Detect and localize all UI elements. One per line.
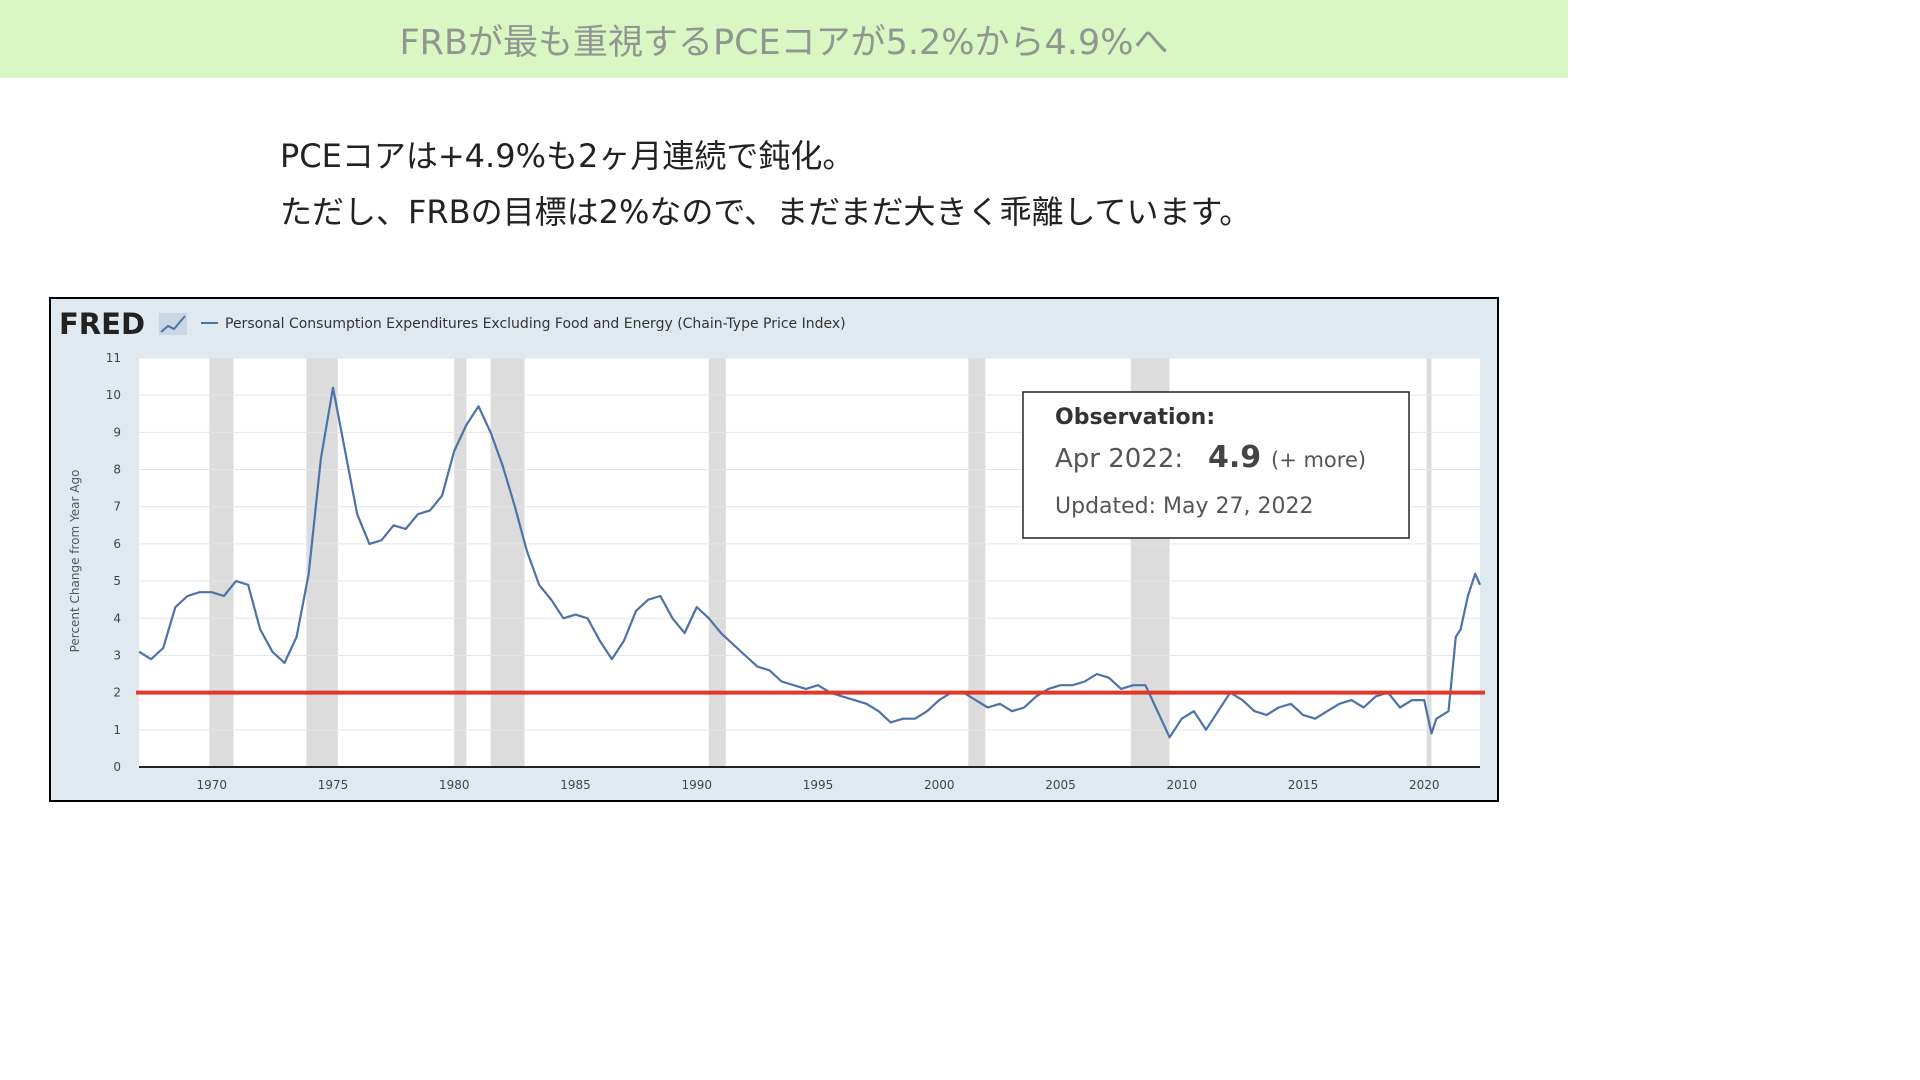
recession-bands [209,358,1432,767]
x-tick-label: 1980 [439,778,470,792]
fred-logo[interactable]: FRED [59,307,145,341]
y-tick-label: 2 [113,686,121,700]
y-tick-label: 10 [106,388,121,402]
x-tick-label: 2010 [1166,778,1197,792]
observation-period: Apr 2022: [1055,444,1183,474]
recession-band-5 [968,358,986,767]
x-tick-labels: 1970 1975 1980 1985 1990 1995 2000 2005 2010 2015… [196,778,1439,792]
y-tick-label: 9 [113,425,121,439]
y-tick-label: 4 [113,611,121,625]
legend-label: Personal Consumption Expenditures Exclud… [225,316,846,332]
recession-band-2 [454,358,467,767]
x-tick-label: 1995 [803,778,834,792]
observation-updated: Updated: May 27, 2022 [1055,494,1314,519]
x-tick-label: 2020 [1409,778,1440,792]
recession-band-1 [306,358,338,767]
x-tick-label: 1985 [560,778,591,792]
y-tick-label: 1 [113,723,121,737]
commentary: PCEコアは+4.9%も2ヶ月連続で鈍化。 ただし、FRBの目標は2%なので、ま… [280,128,1251,240]
fred-chart-panel: FRED Personal Consumption Expenditures E… [49,297,1499,802]
x-tick-label: 1975 [318,778,349,792]
banner-title: FRBが最も重視するPCEコアが5.2%から4.9%へ [399,22,1169,63]
recession-band-0 [209,358,234,767]
commentary-line-2: ただし、FRBの目標は2%なので、まだまだ大きく乖離しています。 [280,193,1252,231]
x-tick-label: 1990 [681,778,712,792]
y-tick-label: 3 [113,648,121,662]
recession-band-7 [1426,358,1432,767]
y-tick-label: 11 [106,351,121,365]
x-tick-label: 2000 [924,778,955,792]
y-tick-label: 7 [113,500,121,514]
observation-value: 4.9 [1208,440,1261,475]
x-tick-label: 1970 [196,778,227,792]
line-graph-icon [159,313,187,335]
y-tick-label: 6 [113,537,121,551]
y-tick-label: 5 [113,574,121,588]
y-tick-label: 0 [113,760,121,774]
observation-heading: Observation: [1055,405,1215,430]
recession-band-3 [490,358,525,767]
x-tick-label: 2015 [1288,778,1319,792]
observation-box: Observation: Apr 2022: 4.9 (+ more) Upda… [1022,391,1410,539]
observation-more-link[interactable]: (+ more) [1271,448,1366,472]
y-axis-label: Percent Change from Year Ago [68,470,82,653]
commentary-line-1: PCEコアは+4.9%も2ヶ月連続で鈍化。 [280,137,855,175]
fred-line-chart: FRED Personal Consumption Expenditures E… [59,307,1485,792]
recession-band-4 [708,358,726,767]
y-tick-labels: 0 1 2 3 4 5 6 7 8 9 10 11 [106,351,121,774]
x-tick-label: 2005 [1045,778,1076,792]
title-banner: FRBが最も重視するPCEコアが5.2%から4.9%へ [0,0,1568,78]
y-tick-label: 8 [113,463,121,477]
